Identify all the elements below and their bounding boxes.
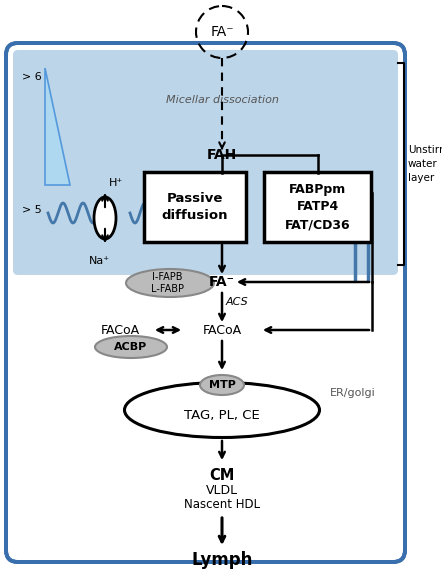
FancyBboxPatch shape [6, 43, 405, 562]
Text: ER/golgi: ER/golgi [330, 388, 376, 398]
Text: FA⁻: FA⁻ [209, 275, 235, 289]
Text: I-FAPB
L-FABP: I-FAPB L-FABP [150, 272, 183, 294]
Text: VLDL: VLDL [206, 484, 238, 497]
Text: Nascent HDL: Nascent HDL [184, 498, 260, 511]
Ellipse shape [126, 269, 214, 297]
Text: Lymph: Lymph [191, 551, 253, 569]
Text: FAH: FAH [207, 148, 237, 162]
Text: > 5: > 5 [22, 205, 42, 215]
Text: MTP: MTP [209, 380, 236, 390]
Text: ACS: ACS [226, 297, 249, 307]
Text: > 6: > 6 [22, 72, 42, 82]
Ellipse shape [94, 197, 116, 239]
FancyBboxPatch shape [264, 172, 371, 242]
Text: Na⁺: Na⁺ [89, 256, 110, 266]
FancyBboxPatch shape [13, 50, 398, 275]
Text: FABPpm
FATP4
FAT/CD36: FABPpm FATP4 FAT/CD36 [285, 182, 351, 231]
Bar [23, 60, 388, 255]
Ellipse shape [200, 375, 244, 395]
Ellipse shape [125, 382, 320, 437]
Text: FA⁻: FA⁻ [210, 25, 234, 39]
Text: Passive
diffusion: Passive diffusion [162, 192, 228, 222]
Text: H⁺: H⁺ [109, 178, 123, 188]
FancyBboxPatch shape [144, 172, 246, 242]
Text: FACoA: FACoA [202, 324, 242, 336]
Polygon shape [45, 68, 70, 185]
Text: ACBP: ACBP [114, 342, 148, 352]
Text: CM: CM [210, 468, 235, 483]
Text: Unstirred
water
layer: Unstirred water layer [408, 145, 442, 183]
Ellipse shape [95, 336, 167, 358]
Text: Micellar dissociation: Micellar dissociation [166, 95, 278, 105]
Text: FACoA: FACoA [100, 324, 140, 336]
Text: TAG, PL, CE: TAG, PL, CE [184, 409, 260, 422]
